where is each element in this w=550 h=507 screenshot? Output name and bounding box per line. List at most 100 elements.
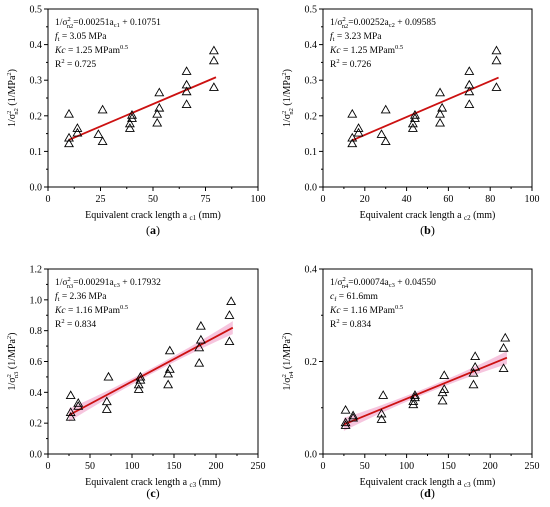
data-point xyxy=(376,414,387,423)
y-tick-label: 0.3 xyxy=(305,76,318,87)
y-tick-label: 0.1 xyxy=(30,147,43,158)
data-point xyxy=(348,410,359,420)
data-point xyxy=(164,364,175,373)
annotation-eq: 1/σ2 n2=0.00251ac1 + 0.10751 xyxy=(55,16,161,30)
data-point xyxy=(353,123,364,132)
x-tick-label: 60 xyxy=(443,194,453,205)
data-point xyxy=(437,102,448,112)
chart-panel-a: 0 25 50 75 100 0.0 0.1 0.2 0.3 0.4 0.5 Equivalent c… xyxy=(6,5,266,238)
data-point xyxy=(103,371,114,381)
x-tick-label: 100 xyxy=(399,461,414,472)
y-tick-label: 0.5 xyxy=(305,5,318,16)
data-point xyxy=(65,411,76,421)
data-point xyxy=(208,55,219,65)
x-axis-label: Equivalent crack length a c2 (mm) xyxy=(360,210,496,222)
data-point xyxy=(181,86,192,96)
data-point xyxy=(101,404,112,413)
data-point xyxy=(194,357,205,367)
y-tick-label: 0.4 xyxy=(30,388,43,399)
data-point xyxy=(72,127,83,137)
y-tick-label: 0.2 xyxy=(305,111,318,122)
fit-line xyxy=(343,356,508,426)
data-point xyxy=(464,66,475,75)
data-point xyxy=(464,79,475,89)
data-point xyxy=(409,113,420,122)
data-point xyxy=(380,136,391,146)
data-point xyxy=(470,351,481,361)
y-axis-label: 1/σ2n4 (1/MPa2) xyxy=(281,332,295,390)
data-point xyxy=(124,118,135,128)
data-point xyxy=(181,79,192,89)
data-point xyxy=(347,132,358,142)
x-tick-label: 150 xyxy=(167,461,182,472)
x-tick-label: 0 xyxy=(321,194,326,205)
data-point xyxy=(224,336,235,346)
data-point xyxy=(124,123,135,132)
x-tick-label: 40 xyxy=(402,194,412,205)
x-tick-label: 250 xyxy=(251,461,266,472)
annotation-eq: 1/σ2 n4=0.00074ac3 + 0.04550 xyxy=(330,276,436,290)
data-point xyxy=(195,334,206,344)
y-tick-label: 0.4 xyxy=(305,265,318,276)
x-tick-label: 250 xyxy=(525,461,540,472)
annotation-param: ft = 2.36 MPa xyxy=(55,291,107,303)
x-tick-label: 0 xyxy=(46,461,51,472)
data-point xyxy=(464,99,475,109)
data-point xyxy=(152,117,163,127)
x-tick-label: 25 xyxy=(96,194,106,205)
annotation-kc: Kc = 1.25 MPam0.5 xyxy=(329,44,403,56)
y-tick-label: 0.1 xyxy=(305,147,318,158)
panel-label: (c) xyxy=(146,486,159,500)
y-tick-label: 0.2 xyxy=(30,111,43,122)
y-tick-label: 0.0 xyxy=(30,183,43,194)
y-tick-label: 0.0 xyxy=(305,183,318,194)
annotation-kc: Kc = 1.16 MPam0.5 xyxy=(54,304,128,316)
data-point xyxy=(407,118,418,128)
x-tick-label: 100 xyxy=(125,461,140,472)
y-axis-label: 1/σ2n3 (1/MPa2) xyxy=(6,332,20,390)
annotation-param: ft = 3.05 MPa xyxy=(55,31,107,43)
y-axis-label: 1/σ2n2 (1/MPa2) xyxy=(281,69,295,127)
data-point xyxy=(435,108,446,118)
chart-panel-d: 0 50 100 150 200 250 0.0 0.2 0.4 Equivalent crack… xyxy=(281,265,540,501)
x-tick-label: 100 xyxy=(251,194,266,205)
data-point xyxy=(348,412,359,422)
x-axis-label: Equivalent crack length a c3 (mm) xyxy=(360,477,496,489)
data-point xyxy=(194,342,205,352)
y-tick-label: 0.2 xyxy=(305,357,318,368)
data-point xyxy=(378,390,389,399)
data-point xyxy=(491,82,502,91)
data-point xyxy=(133,384,144,393)
data-point xyxy=(64,108,74,118)
data-point xyxy=(208,82,219,91)
data-point xyxy=(380,104,391,114)
x-tick-label: 0 xyxy=(46,194,51,205)
x-tick-label: 200 xyxy=(209,461,224,472)
data-point xyxy=(73,401,84,410)
annotation-kc: Kc = 1.16 MPam0.5 xyxy=(329,304,403,316)
annotation-param: cf = 61.6mm xyxy=(330,292,379,303)
data-point xyxy=(65,390,76,400)
data-point xyxy=(498,363,509,373)
data-point xyxy=(435,117,446,127)
panel-label: (d) xyxy=(420,486,435,500)
data-point xyxy=(464,86,475,96)
data-point xyxy=(439,384,450,393)
data-point xyxy=(226,296,237,305)
data-point xyxy=(163,368,174,378)
y-tick-label: 0.6 xyxy=(30,357,43,368)
annotation-kc: Kc = 1.25 MPam0.5 xyxy=(54,44,128,56)
y-tick-label: 0.5 xyxy=(30,5,43,16)
data-point xyxy=(154,102,165,112)
data-point xyxy=(72,123,83,132)
annotation-eq: 1/σ2 n2=0.00252ac2 + 0.09585 xyxy=(330,16,436,30)
data-point xyxy=(64,138,74,148)
data-point xyxy=(498,342,509,352)
data-point xyxy=(101,396,112,406)
data-point xyxy=(224,310,235,319)
data-point xyxy=(340,420,351,429)
annotation-param: ft = 3.23 MPa xyxy=(330,31,382,43)
data-point xyxy=(491,55,502,65)
y-tick-label: 0.2 xyxy=(30,419,43,430)
data-point xyxy=(347,138,358,148)
